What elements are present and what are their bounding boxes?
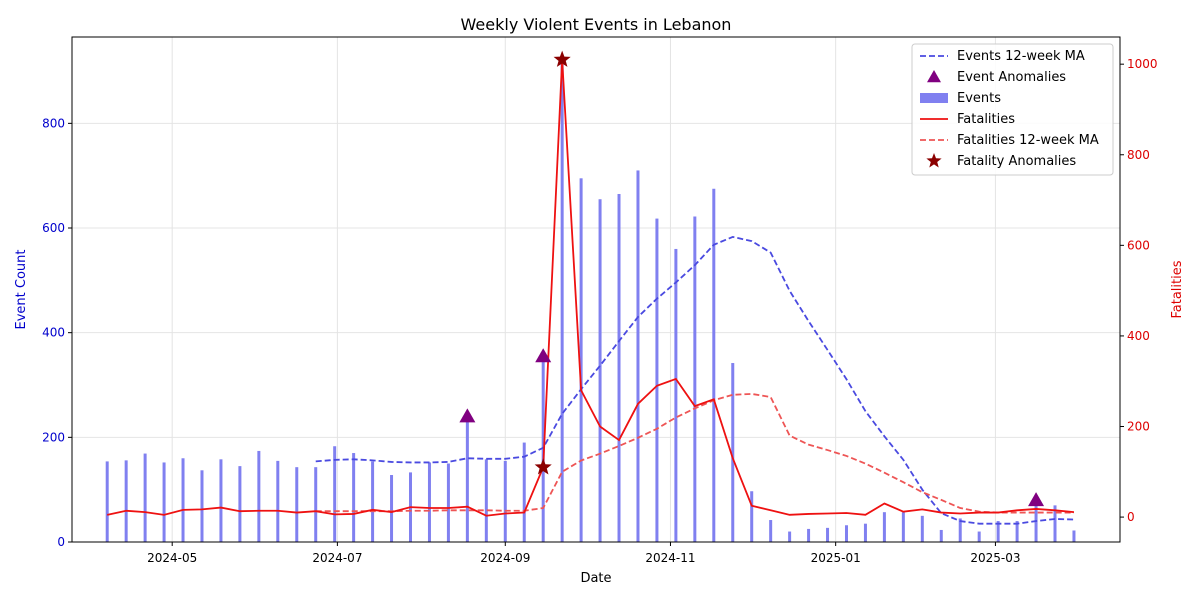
event-bar [1015, 521, 1019, 542]
x-tick-label: 2024-07 [312, 551, 362, 565]
legend-swatch-event-anomaly [927, 70, 941, 83]
event-anomaly-marker [1028, 492, 1045, 507]
event-bar [427, 462, 431, 542]
x-axis-label: Date [580, 571, 611, 586]
y-right-axis-label: Fatalities [1170, 260, 1185, 318]
event-bar [371, 461, 375, 542]
legend-label: Event Anomalies [957, 70, 1066, 85]
event-anomaly-marker [459, 408, 476, 423]
fatalities-line [107, 59, 1075, 517]
y-right-tick-label: 600 [1127, 238, 1150, 252]
event-anomaly-marker [535, 348, 552, 363]
legend-label: Fatalities 12-week MA [957, 133, 1099, 148]
legend-label: Fatalities [957, 112, 1015, 127]
chart-title: Weekly Violent Events in Lebanon [461, 15, 732, 34]
event-bar [863, 523, 867, 542]
y-left-tick-label: 600 [42, 221, 65, 235]
event-bar [712, 188, 716, 542]
event-bar [503, 460, 507, 542]
y-right-tick-label: 200 [1127, 420, 1150, 434]
legend-swatch-events [920, 93, 948, 103]
event-bar [807, 528, 811, 542]
x-tick-label: 2025-03 [970, 551, 1020, 565]
event-bar [257, 450, 261, 542]
event-bar [844, 525, 848, 542]
legend-label: Events [957, 91, 1001, 106]
event-bar [939, 529, 943, 542]
event-bar [333, 446, 337, 542]
x-tick-label: 2024-11 [645, 551, 695, 565]
event-bar [560, 60, 564, 542]
y-right-tick-label: 800 [1127, 148, 1150, 162]
y-right-tick-label: 0 [1127, 510, 1135, 524]
x-tick-label: 2024-09 [480, 551, 530, 565]
event-bar [295, 467, 299, 542]
event-bar [390, 475, 394, 542]
y-left-tick-label: 0 [57, 535, 65, 549]
anomaly-markers [459, 50, 1045, 507]
event-bar [826, 527, 830, 542]
y-right-tick-label: 400 [1127, 329, 1150, 343]
y-left-tick-label: 200 [42, 430, 65, 444]
event-bar [920, 515, 924, 542]
event-bar [352, 453, 356, 542]
x-tick-label: 2025-01 [811, 551, 861, 565]
y-left-tick-label: 800 [42, 116, 65, 130]
y-left-tick-label: 400 [42, 326, 65, 340]
event-bar [693, 216, 697, 542]
series-lines [107, 59, 1075, 525]
plot-frame [71, 36, 1121, 543]
legend: Events 12-week MA Event Anomalies Events Fa… [911, 43, 1114, 176]
event-bar [788, 531, 792, 542]
fatalities-ma-line [315, 392, 1074, 514]
event-bar [1053, 505, 1057, 542]
events-ma-line [315, 235, 1074, 525]
event-bar [636, 170, 640, 542]
event-bar [124, 460, 128, 542]
event-bar [143, 453, 147, 542]
event-bar [996, 521, 1000, 542]
x-tick-label: 2024-05 [147, 551, 197, 565]
event-bar [465, 416, 469, 542]
y-right-tick-label: 1000 [1127, 57, 1158, 71]
event-bar [181, 458, 185, 542]
event-bar [162, 462, 166, 542]
event-bar [200, 470, 204, 542]
event-bar [731, 363, 735, 542]
event-bar [769, 520, 773, 542]
legend-box [911, 43, 1114, 176]
event-bar [750, 491, 754, 542]
event-bar [579, 178, 583, 542]
fatality-anomaly-marker [534, 458, 552, 475]
event-bar [882, 512, 886, 542]
y-left-axis-label: Event Count [14, 250, 29, 330]
event-bar [901, 512, 905, 542]
event-bar [977, 531, 981, 542]
event-bar [674, 248, 678, 543]
event-bar [276, 460, 280, 542]
event-bar [314, 467, 318, 542]
legend-label: Events 12-week MA [957, 49, 1085, 64]
event-bar [1072, 530, 1076, 542]
fatality-anomaly-marker [553, 50, 571, 67]
event-bar [446, 463, 450, 542]
event-bar [105, 461, 109, 542]
event-bar [484, 459, 488, 542]
event-bar [522, 442, 526, 542]
event-bar [958, 518, 962, 542]
legend-label: Fatality Anomalies [957, 154, 1076, 169]
event-bar [598, 199, 602, 543]
event-bar [655, 218, 659, 542]
axes: 2024-05 2024-07 2024-09 2024-11 2025-01 2025-… [42, 57, 1157, 565]
event-bar [617, 193, 621, 542]
legend-swatch-fatality-anomaly [926, 153, 942, 168]
event-bar [219, 459, 223, 542]
event-bar [238, 466, 242, 542]
